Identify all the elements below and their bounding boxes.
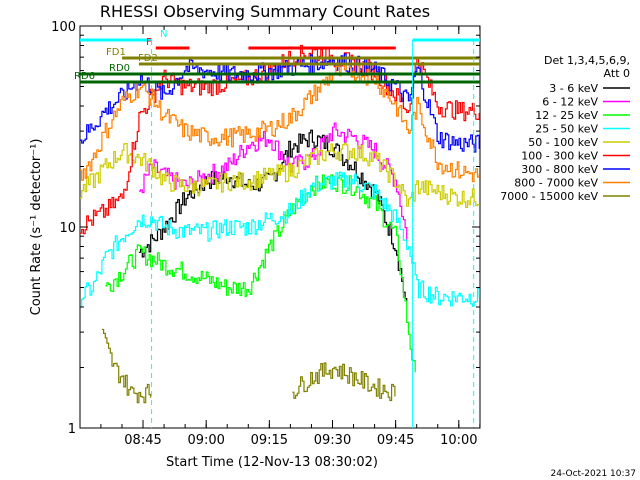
legend-label-300-800-kev: 300 - 800 keV [521, 163, 598, 176]
legend-label-50-100-kev: 50 - 100 keV [528, 136, 598, 149]
legend-label-12-25-kev: 12 - 25 keV [535, 109, 598, 122]
series-line-800-7000-kev [80, 62, 480, 183]
legend-label-25-50-kev: 25 - 50 keV [535, 123, 598, 136]
x-tick-label: 10:00 [440, 433, 477, 448]
markers-layer [151, 40, 475, 428]
legend-header-line: Det 1,3,4,5,6,9, [544, 54, 630, 67]
y-tick-label: 10 [59, 221, 76, 236]
series-line-50-100-kev [80, 142, 480, 208]
legend-label-3-6-kev: 3 - 6 keV [549, 82, 598, 95]
timestamp: 24-Oct-2021 10:37 [551, 469, 636, 479]
chart-title: RHESSI Observing Summary Count Rates [100, 2, 430, 21]
legend-label-7000-15000-kev: 7000 - 15000 keV [500, 190, 598, 203]
flag-label-fd1: FD1 [106, 47, 126, 58]
series-line-12-25-kev [105, 174, 416, 373]
x-tick-label: 09:45 [377, 433, 414, 448]
x-tick-label: 08:45 [124, 433, 161, 448]
axis-layer: 08:45 09:00 09:15 09:30 09:45 10:00 1 10 100 [51, 20, 481, 448]
flag-label-f: F [146, 37, 152, 48]
legend-label-6-12-kev: 6 - 12 keV [542, 96, 598, 109]
legend-label-100-300-kev: 100 - 300 keV [521, 150, 598, 163]
y-axis-label: Count Rate (s⁻¹ detector⁻¹) [29, 139, 44, 316]
flag-label-rd6: RD6 [74, 71, 95, 82]
y-tick-label: 1 [68, 422, 76, 437]
x-tick-label: 09:15 [251, 433, 288, 448]
x-tick-label: 09:30 [314, 433, 351, 448]
flag-label-fd2: FD2 [138, 53, 158, 64]
flag-label-rd0: RD0 [109, 63, 130, 74]
y-tick-label: 100 [51, 20, 76, 35]
flag-label-n: N [160, 29, 167, 40]
series-line-25-50-kev [80, 171, 480, 308]
flags-layer: NF FD1 FD2 RD0 RD6 [74, 29, 480, 84]
series-line-7000-15000-kev [101, 328, 396, 404]
series-line-300-800-kev [80, 53, 480, 153]
series-line-6-12-kev [138, 122, 408, 244]
legend-header-line: Att 0 [604, 67, 630, 80]
legend-label-800-7000-kev: 800 - 7000 keV [514, 177, 598, 190]
x-tick-label: 09:00 [187, 433, 224, 448]
x-axis-label: Start Time (12-Nov-13 08:30:02) [166, 455, 378, 470]
series-line-3-6-kev [138, 129, 408, 302]
series-layer [80, 44, 480, 404]
